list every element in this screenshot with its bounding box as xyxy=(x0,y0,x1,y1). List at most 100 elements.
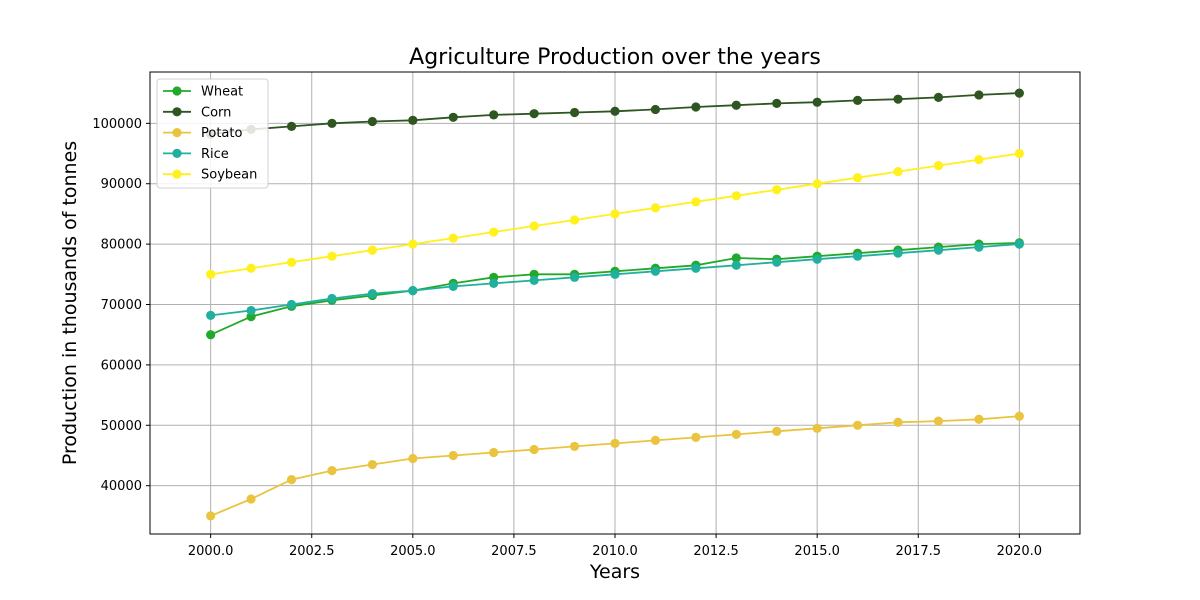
data-point-soybean xyxy=(812,179,822,189)
data-point-potato xyxy=(812,423,822,433)
data-point-soybean xyxy=(974,154,984,165)
x-tick-label: 2007.5 xyxy=(491,544,537,559)
data-point-soybean xyxy=(448,233,458,243)
x-axis-ticks: 2000.0 2002.5 2005.0 2007.5 2010.0 2012.5 2015… xyxy=(188,534,1042,559)
data-point-corn xyxy=(489,110,499,120)
legend-entry-rice: Rice xyxy=(163,147,229,162)
data-point-corn xyxy=(610,106,620,116)
data-point-corn xyxy=(1014,88,1024,98)
data-point-potato xyxy=(448,450,458,461)
data-point-corn xyxy=(772,98,782,109)
data-point-rice xyxy=(569,272,580,282)
legend-label-wheat: Wheat xyxy=(201,85,243,100)
y-tick-label: 100000 xyxy=(92,117,142,132)
y-tick-label: 70000 xyxy=(101,298,142,313)
data-point-soybean xyxy=(529,221,539,231)
x-tick-label: 2017.5 xyxy=(896,544,942,559)
data-point-corn xyxy=(286,121,297,131)
x-tick-label: 2020.0 xyxy=(997,544,1043,559)
data-point-soybean xyxy=(367,245,377,255)
data-point-rice xyxy=(853,251,863,261)
series-rice xyxy=(206,239,1024,320)
data-point-corn xyxy=(933,92,944,102)
data-point-rice xyxy=(933,245,944,255)
series-corn xyxy=(206,88,1024,139)
data-point-rice xyxy=(489,278,499,288)
data-point-potato xyxy=(650,435,661,445)
legend-label-soybean: Soybean xyxy=(201,168,257,183)
y-tick-label: 80000 xyxy=(101,238,142,253)
data-point-potato xyxy=(610,438,620,449)
data-point-rice xyxy=(650,266,661,276)
data-point-soybean xyxy=(206,269,216,279)
data-point-corn xyxy=(529,109,539,119)
legend-entry-potato: Potato xyxy=(163,126,242,141)
data-point-corn xyxy=(691,102,701,112)
data-point-soybean xyxy=(691,197,701,207)
data-point-potato xyxy=(772,426,782,436)
data-point-soybean xyxy=(772,185,782,195)
data-point-corn xyxy=(408,115,418,125)
data-point-rice xyxy=(731,260,741,270)
data-point-soybean xyxy=(893,167,903,177)
data-point-corn xyxy=(569,107,580,118)
data-point-corn xyxy=(974,90,984,100)
legend-marker-corn xyxy=(172,107,182,117)
data-point-rice xyxy=(610,269,620,279)
legend-entry-corn: Corn xyxy=(163,105,231,120)
y-tick-label: 50000 xyxy=(101,419,142,434)
data-point-soybean xyxy=(731,191,741,201)
legend-entry-soybean: Soybean xyxy=(163,168,257,183)
data-point-rice xyxy=(327,293,337,304)
data-point-rice xyxy=(206,310,216,320)
data-point-corn xyxy=(893,94,903,104)
legend: Wheat Corn Potato Rice Soybean xyxy=(156,78,269,189)
data-point-rice xyxy=(408,286,418,296)
data-point-rice xyxy=(691,263,701,273)
data-point-potato xyxy=(853,420,863,430)
data-point-soybean xyxy=(327,251,337,261)
y-axis-label: Production in thousands of tonnes xyxy=(59,141,81,465)
data-point-rice xyxy=(974,242,984,252)
data-point-rice xyxy=(367,289,377,299)
data-point-rice xyxy=(448,281,458,291)
data-point-soybean xyxy=(246,263,256,273)
data-point-corn xyxy=(731,100,741,110)
legend-label-potato: Potato xyxy=(201,126,242,141)
legend-label-rice: Rice xyxy=(201,147,229,162)
x-tick-label: 2002.5 xyxy=(289,544,335,559)
legend-marker-potato xyxy=(172,128,182,138)
data-point-potato xyxy=(489,447,499,458)
data-point-corn xyxy=(448,112,458,122)
y-axis-ticks: 40000 50000 60000 70000 80000 90000 100000 xyxy=(92,117,150,494)
data-point-potato xyxy=(327,465,337,476)
data-point-potato xyxy=(367,459,377,470)
data-point-potato xyxy=(731,429,741,439)
legend-marker-rice xyxy=(172,148,182,158)
data-point-potato xyxy=(206,511,216,521)
data-point-soybean xyxy=(408,239,418,249)
data-point-corn xyxy=(650,104,661,115)
data-point-soybean xyxy=(650,203,661,213)
data-point-soybean xyxy=(853,173,863,183)
series-potato xyxy=(206,411,1024,521)
data-point-soybean xyxy=(569,215,580,225)
data-point-potato xyxy=(933,416,944,426)
data-point-rice xyxy=(1014,239,1024,249)
legend-marker-soybean xyxy=(172,169,182,179)
data-point-wheat xyxy=(206,330,216,340)
x-tick-label: 2005.0 xyxy=(390,544,436,559)
data-point-rice xyxy=(246,305,256,316)
legend-marker-wheat xyxy=(172,86,182,96)
data-point-soybean xyxy=(1014,148,1024,159)
data-point-potato xyxy=(529,444,539,455)
legend-label-corn: Corn xyxy=(201,105,231,120)
data-point-potato xyxy=(893,417,903,427)
data-point-soybean xyxy=(610,209,620,219)
legend-box xyxy=(156,78,269,189)
data-point-potato xyxy=(974,414,984,424)
x-tick-label: 2012.5 xyxy=(693,544,739,559)
data-point-rice xyxy=(893,248,903,258)
